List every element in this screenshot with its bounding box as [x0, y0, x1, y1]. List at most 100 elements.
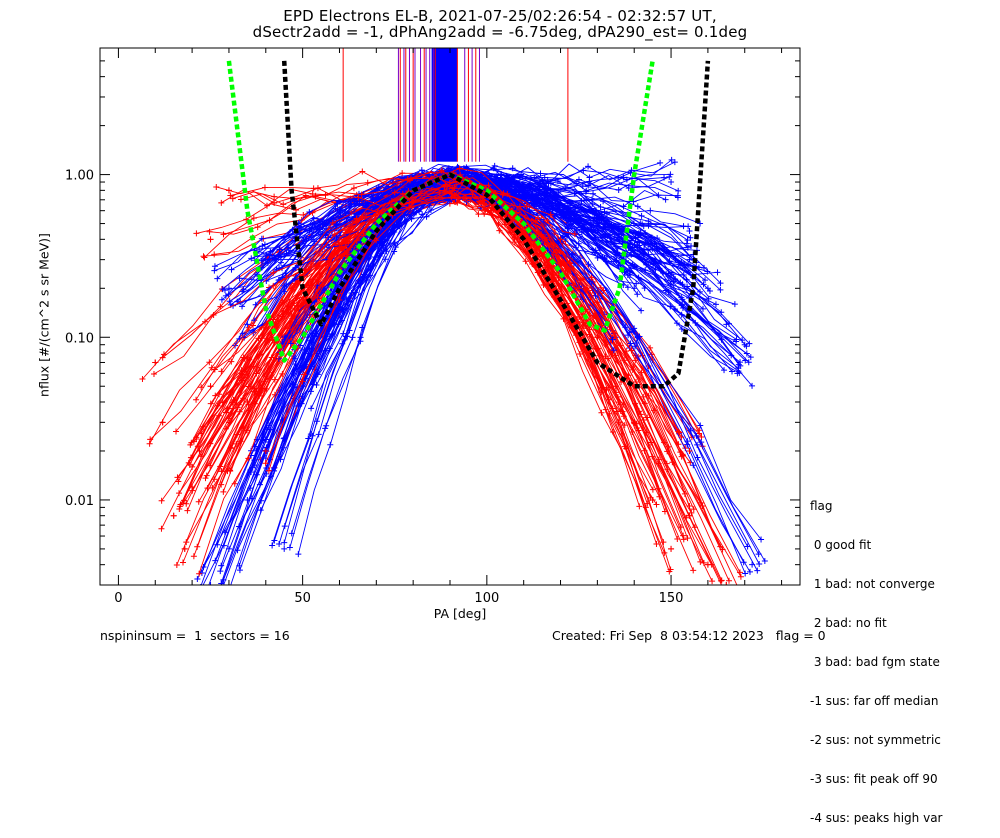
data-point [475, 211, 482, 218]
data-point [271, 467, 278, 474]
data-point [577, 351, 584, 358]
legend-entry: 2 bad: no fit [810, 616, 887, 630]
data-point [621, 357, 628, 364]
data-point [207, 582, 214, 585]
data-point [281, 523, 288, 530]
data-point [277, 259, 284, 266]
data-point [522, 258, 529, 265]
data-point [613, 257, 620, 264]
data-point [729, 368, 736, 375]
data-point [254, 224, 261, 231]
data-point [218, 199, 225, 206]
data-point [333, 222, 340, 229]
data-point [630, 198, 637, 205]
data-point [697, 422, 704, 429]
data-point [222, 599, 228, 605]
data-point [244, 427, 251, 434]
data-point [653, 501, 660, 508]
data-point [300, 371, 307, 378]
data-point [287, 340, 294, 347]
data-point [359, 168, 366, 175]
data-point [663, 270, 670, 277]
data-point [158, 525, 165, 532]
data-point [375, 185, 382, 192]
data-point [184, 507, 191, 514]
data-point [244, 398, 251, 405]
data-point [623, 348, 630, 355]
data-point [408, 215, 415, 222]
data-point [146, 440, 153, 447]
data-point [271, 193, 278, 200]
data-point [641, 285, 648, 292]
data-point [242, 366, 249, 373]
data-point [449, 185, 456, 192]
data-point [243, 216, 250, 223]
data-point [756, 561, 763, 568]
data-point [212, 557, 219, 564]
legend-entry: -1 sus: far off median [810, 694, 939, 708]
data-point [261, 241, 268, 248]
data-point [575, 240, 582, 247]
data-point [289, 380, 296, 387]
data-point [438, 167, 445, 174]
data-point [407, 175, 414, 182]
data-point [225, 545, 232, 552]
data-point [176, 490, 183, 497]
data-point [313, 418, 320, 425]
data-point [684, 237, 691, 244]
data-point [673, 320, 680, 327]
data-point [238, 367, 245, 374]
data-point [598, 409, 605, 416]
data-point [674, 192, 681, 199]
data-point [240, 423, 247, 430]
data-point [721, 588, 727, 594]
data-point [677, 524, 684, 531]
data-point [645, 392, 652, 399]
data-point [602, 353, 609, 360]
data-point [508, 176, 515, 183]
data-point [649, 486, 656, 493]
data-point [627, 340, 634, 347]
data-point [159, 419, 166, 426]
data-point [240, 286, 247, 293]
data-point [684, 441, 691, 448]
data-point [684, 244, 691, 251]
data-point [497, 171, 504, 178]
data-point [244, 496, 251, 503]
data-point [588, 274, 595, 281]
data-point [620, 174, 627, 181]
data-point [239, 330, 246, 337]
data-point [636, 503, 643, 510]
data-point [275, 355, 282, 362]
data-point [477, 198, 484, 205]
data-point [203, 591, 209, 597]
y-tick-label: 0.10 [65, 331, 94, 346]
data-point [379, 242, 386, 249]
data-point [342, 229, 349, 236]
data-point [364, 179, 371, 186]
data-point [580, 226, 587, 233]
black-fit-curve [281, 60, 711, 389]
data-point [218, 468, 225, 475]
data-point [206, 228, 213, 235]
data-point [322, 425, 329, 432]
data-point [591, 313, 598, 320]
data-point [737, 588, 743, 594]
data-point [679, 305, 686, 312]
data-point [666, 173, 673, 180]
data-point [180, 500, 187, 507]
data-point [660, 539, 667, 546]
data-point [314, 293, 321, 300]
data-point [589, 200, 596, 207]
data-point [215, 592, 221, 598]
data-point [333, 200, 340, 207]
data-point [632, 343, 639, 350]
data-point [618, 230, 625, 237]
data-point [685, 261, 692, 268]
data-point [339, 245, 346, 252]
data-point [685, 223, 692, 230]
data-point [601, 255, 608, 262]
data-point [197, 453, 204, 460]
data-point [308, 260, 315, 267]
data-point [441, 188, 448, 195]
